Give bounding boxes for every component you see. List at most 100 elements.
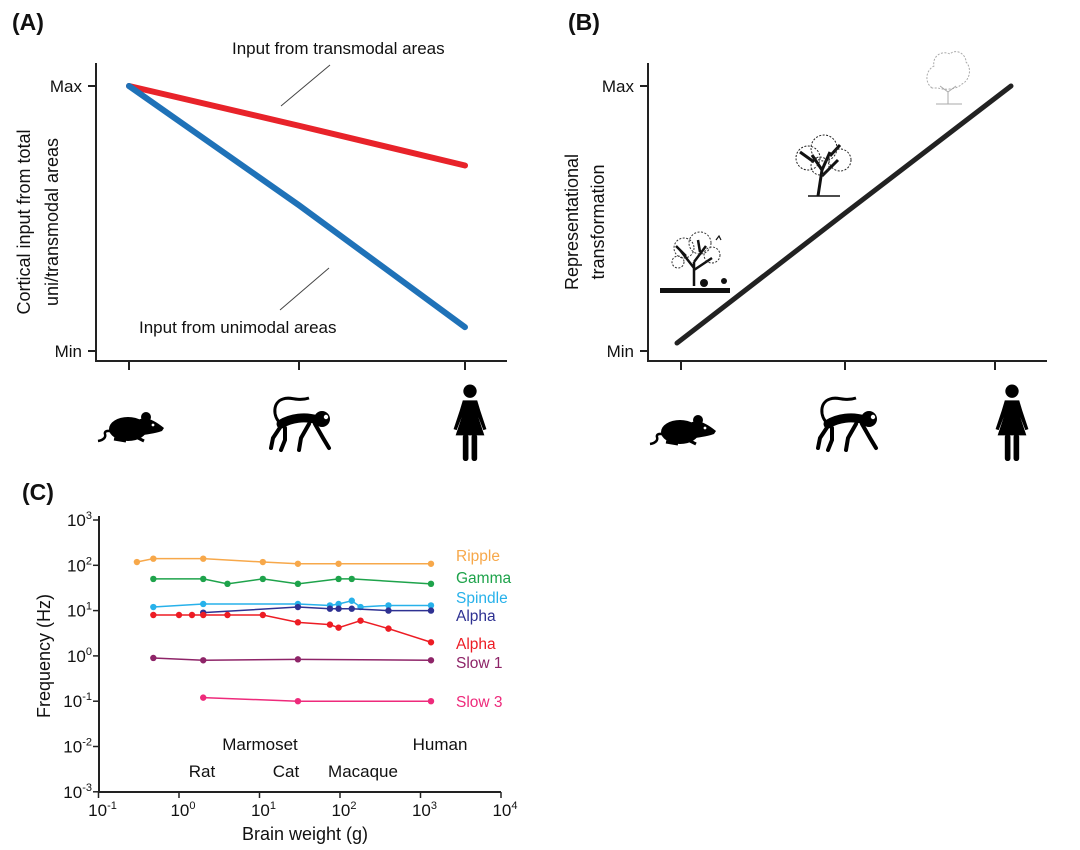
data-point [294, 656, 302, 663]
data-point [259, 558, 267, 566]
panel-a: (A) Min Max Cortical input from total uni… [12, 9, 507, 461]
data-point [427, 657, 435, 664]
mouse-icon [648, 413, 718, 446]
data-point [150, 555, 157, 562]
panel-b-axes [647, 63, 1047, 362]
series-slow-3: Slow 3 [200, 694, 503, 711]
data-point [150, 611, 157, 619]
series-line-1 [126, 83, 468, 331]
data-point [427, 639, 435, 646]
data-point [335, 624, 342, 631]
series-line [136, 557, 431, 565]
panel-c-label: (C) [22, 479, 54, 505]
data-point [427, 607, 435, 614]
data-point [385, 625, 392, 632]
unimodal-annotation: Input from unimodal areas [139, 318, 337, 337]
data-point [335, 575, 342, 583]
data-point [427, 698, 435, 705]
data-point [294, 560, 302, 567]
y-tick-label: 10-1 [63, 691, 92, 711]
human-female-icon [453, 384, 487, 461]
panel-c-xlabel: Brain weight (g) [242, 824, 368, 844]
data-point [200, 575, 207, 583]
series-line-0 [126, 83, 468, 169]
y-tick-label: 10-3 [63, 782, 92, 802]
panel-c: (C) 10-3 10-2 10-1 100 101 102 103 10-1 100 101 10… [22, 479, 518, 844]
y-tick-label-min: Min [55, 342, 82, 361]
data-point [335, 560, 342, 567]
panel-a-label: (A) [12, 9, 44, 35]
detailed-tree-scene-icon [660, 231, 730, 293]
series-label: Alpha [456, 636, 496, 653]
data-point [224, 611, 231, 619]
series-line [153, 578, 432, 585]
mouse-icon [96, 410, 166, 443]
data-point [294, 698, 302, 705]
panel-c-ylabel: Frequency (Hz) [34, 594, 54, 718]
data-point [200, 694, 207, 701]
data-point [294, 603, 302, 611]
panel-b-ylabel-line-1: Representational [562, 154, 582, 290]
y-tick-label: 101 [67, 601, 92, 621]
data-point [357, 617, 364, 624]
series-line [203, 606, 431, 614]
panel-a-axes [95, 63, 507, 362]
data-point [326, 621, 334, 628]
series-label: Gamma [456, 570, 512, 587]
data-point [348, 575, 355, 583]
x-tick-label: 100 [170, 800, 195, 820]
data-point [427, 602, 435, 609]
species-label-macaque: Macaque [328, 762, 398, 781]
monkey-icon [818, 398, 877, 450]
data-point [259, 575, 267, 583]
series-line [153, 657, 431, 662]
series-label: Slow 1 [456, 655, 503, 672]
monkey-icon [271, 398, 330, 450]
series-label: Ripple [456, 548, 500, 565]
data-point [326, 605, 334, 612]
y-tick-label: 102 [67, 555, 92, 575]
data-point [294, 580, 302, 588]
data-point [150, 654, 157, 662]
y-tick-label: 103 [67, 510, 92, 530]
series-label: Slow 3 [456, 694, 503, 711]
x-tick-label: 10-1 [88, 800, 117, 820]
data-point [385, 602, 392, 609]
species-label-rat: Rat [189, 762, 216, 781]
x-tick-label: 102 [331, 800, 356, 820]
y-tick-label: 10-2 [63, 737, 92, 757]
transmodal-leader-line [280, 64, 331, 107]
panel-a-ylabel-line-1: Cortical input from total [14, 129, 34, 314]
data-point [188, 611, 196, 619]
data-point [200, 600, 207, 608]
data-point [427, 580, 435, 588]
human-female-icon [995, 384, 1029, 461]
series-line [203, 696, 431, 702]
series-line-0 [674, 83, 1014, 346]
data-point [200, 611, 207, 619]
x-tick-label: 103 [412, 800, 437, 820]
transmodal-annotation: Input from transmodal areas [232, 39, 445, 58]
species-label-human: Human [413, 735, 468, 754]
y-tick-label: 100 [67, 646, 92, 666]
data-point [385, 607, 392, 614]
data-point [200, 555, 207, 562]
species-label-cat: Cat [273, 762, 300, 781]
y-tick-label-min: Min [607, 342, 634, 361]
data-point [175, 611, 183, 619]
data-point [200, 657, 207, 664]
series-slow-1: Slow 1 [150, 654, 503, 672]
data-point [133, 558, 141, 566]
x-tick-label: 104 [492, 800, 517, 820]
data-point [335, 605, 342, 612]
data-point [294, 619, 302, 626]
data-point [335, 600, 342, 608]
series-alpha: Alpha [150, 611, 496, 653]
y-tick-label-max: Max [50, 77, 83, 96]
panel-a-ylabel-line-2: uni/transmodal areas [42, 138, 62, 306]
data-point [427, 560, 435, 567]
data-point [150, 575, 157, 583]
faint-tree-outline-icon [926, 51, 970, 105]
species-label-marmoset: Marmoset [222, 735, 298, 754]
